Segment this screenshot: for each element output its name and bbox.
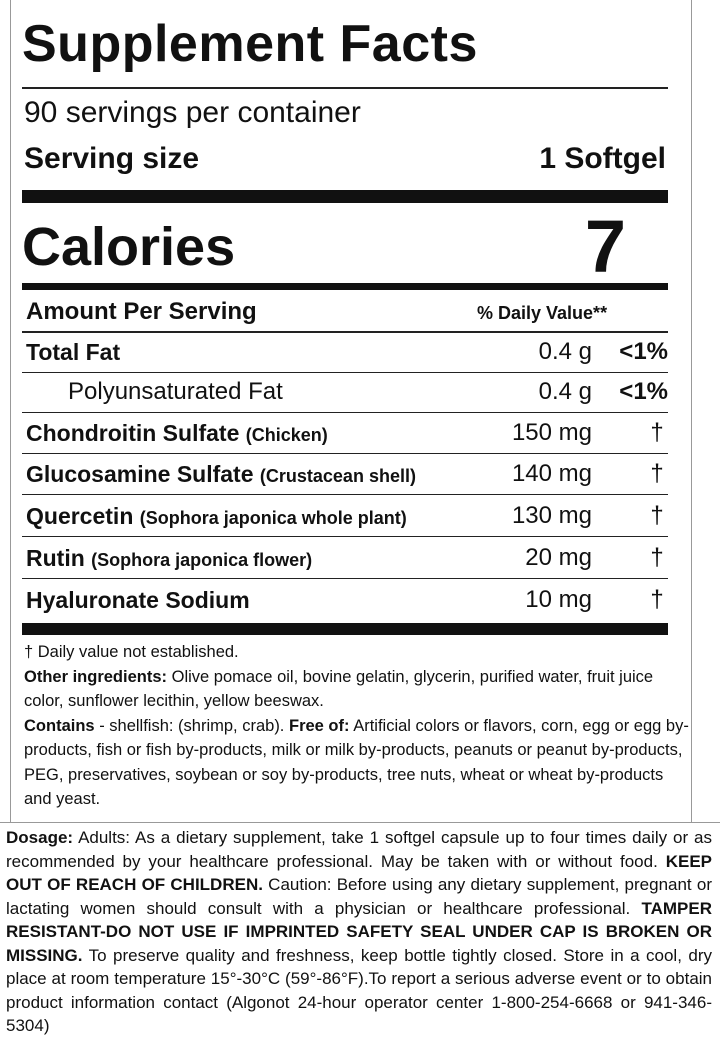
daily-value: <1% xyxy=(619,338,668,365)
name: Quercetin xyxy=(26,503,134,529)
label-frame xyxy=(10,0,692,822)
label: Other ingredients: xyxy=(24,667,168,686)
dagger-note: † Daily value not established. xyxy=(24,643,239,661)
nutrient-name: Total Fat xyxy=(26,339,121,365)
calories-value: 7 xyxy=(584,205,626,288)
amount: 10 mg xyxy=(525,586,592,613)
name: Rutin xyxy=(26,545,85,571)
label: Contains xyxy=(24,716,95,735)
nutrient-row: Total Fat 0.4 g <1% xyxy=(22,332,668,373)
nutrient-name: Hyaluronate Sodium xyxy=(26,587,250,613)
text: Adults: As a dietary supplement, take 1 … xyxy=(6,828,712,871)
daily-value: † xyxy=(650,502,664,529)
nutrient-row: Chondroitin Sulfate (Chicken) 150 mg † xyxy=(22,413,668,454)
warning: TAMPER RESISTANT-DO NOT USE IF IMPRINTED… xyxy=(6,898,712,965)
dv-header: % Daily Value** xyxy=(477,303,608,323)
name: Chondroitin Sulfate xyxy=(26,420,240,446)
nutrient-row: Rutin (Sophora japonica flower) 20 mg † xyxy=(22,538,668,579)
label: Free of: xyxy=(289,716,350,735)
calories-label: Calories xyxy=(22,217,236,277)
text: - shellfish: (shrimp, crab). xyxy=(99,716,285,735)
text: To preserve quality and freshness, keep … xyxy=(6,945,712,1036)
servings: 90 servings per container xyxy=(24,96,361,129)
nutrient-name: Chondroitin Sulfate (Chicken) xyxy=(26,420,328,447)
nutrient-row: Polyunsaturated Fat 0.4 g <1% xyxy=(22,372,668,413)
daily-value: † xyxy=(650,544,664,571)
serving-size-label: Serving size xyxy=(24,142,200,175)
nutrient-row: Glucosamine Sulfate (Crustacean shell) 1… xyxy=(22,454,668,495)
divider xyxy=(0,822,720,823)
nutrient-name: Glucosamine Sulfate (Crustacean shell) xyxy=(26,461,416,488)
daily-value: <1% xyxy=(619,378,668,405)
medium-bar xyxy=(22,283,668,290)
amount: 140 mg xyxy=(511,460,592,487)
directions-text: Dosage: Adults: As a dietary supplement,… xyxy=(6,826,712,1038)
daily-value: † xyxy=(650,419,664,446)
rule xyxy=(22,87,668,89)
footnotes: † Daily value not established. Other ing… xyxy=(24,640,692,812)
daily-value: † xyxy=(650,586,664,613)
nutrient-name: Quercetin (Sophora japonica whole plant) xyxy=(26,503,407,530)
label: Dosage: xyxy=(6,828,74,847)
text: Caution: Before using any dietary supple… xyxy=(6,875,712,918)
allergens: Contains - shellfish: (shrimp, crab). Fr… xyxy=(24,714,692,812)
directions: Dosage: Adults: As a dietary supplement,… xyxy=(6,826,712,1038)
source: (Sophora japonica flower) xyxy=(91,550,313,570)
amount: 0.4 g xyxy=(538,378,592,405)
amount: 130 mg xyxy=(511,502,592,529)
nutrient-name: Polyunsaturated Fat xyxy=(68,378,283,405)
thick-bar xyxy=(22,190,668,203)
source: (Crustacean shell) xyxy=(259,466,416,486)
nutrient-name: Rutin (Sophora japonica flower) xyxy=(26,545,312,572)
rule xyxy=(22,331,668,333)
text: Artificial colors or flavors, corn, egg … xyxy=(24,716,689,809)
amount-header: Amount Per Serving xyxy=(26,298,257,325)
amount: 20 mg xyxy=(525,544,592,571)
warning: KEEP OUT OF REACH OF CHILDREN. xyxy=(6,851,712,895)
nutrient-row: Quercetin (Sophora japonica whole plant)… xyxy=(22,496,668,537)
nutrient-row: Hyaluronate Sodium 10 mg † xyxy=(22,580,668,620)
name: Glucosamine Sulfate xyxy=(26,461,254,487)
text: Olive pomace oil, bovine gelatin, glycer… xyxy=(24,667,654,711)
source: (Chicken) xyxy=(245,425,328,445)
daily-value: † xyxy=(650,460,664,487)
title: Supplement Facts xyxy=(22,15,478,73)
thick-bar xyxy=(22,623,668,635)
other-ingredients: Other ingredients: Olive pomace oil, bov… xyxy=(24,665,692,714)
amount: 0.4 g xyxy=(538,338,592,365)
amount: 150 mg xyxy=(511,419,592,446)
serving-size-value: 1 Softgel xyxy=(539,142,666,175)
source: (Sophora japonica whole plant) xyxy=(139,508,407,528)
